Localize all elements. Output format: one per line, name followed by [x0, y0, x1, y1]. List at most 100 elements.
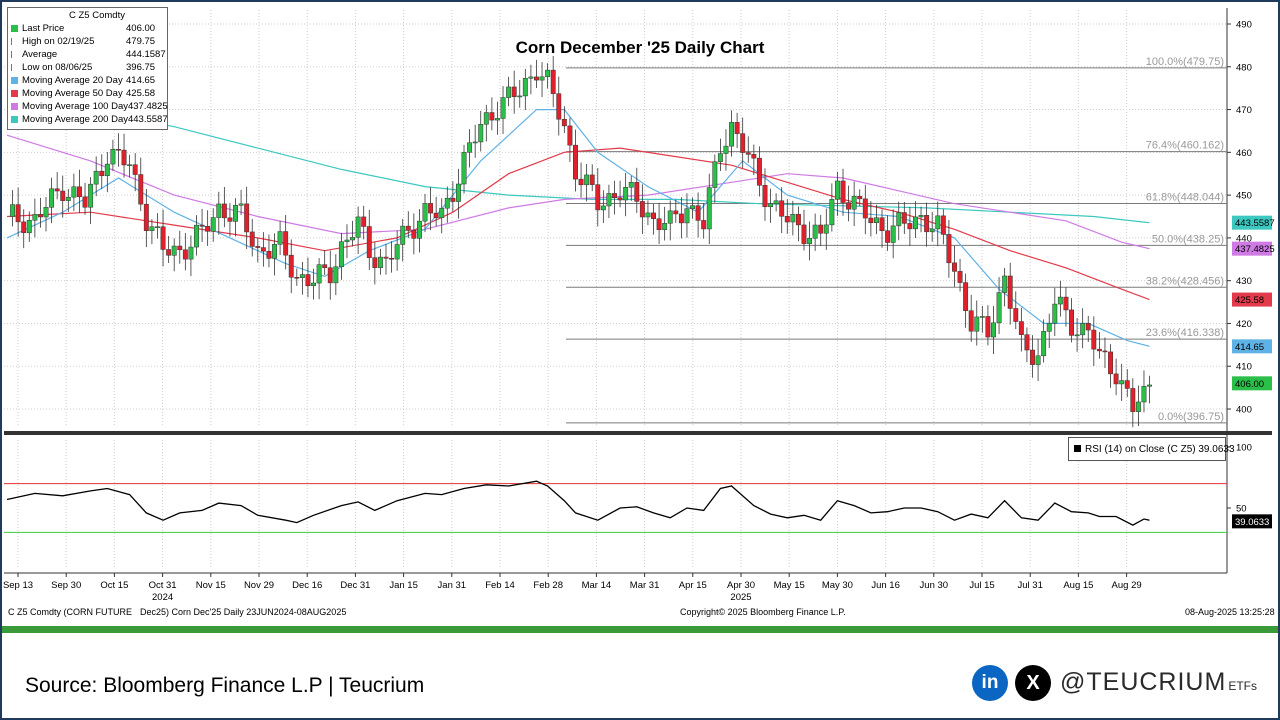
candle-body	[160, 226, 166, 250]
x-tick-label: Aug 29	[1112, 580, 1142, 591]
candle-body	[985, 316, 991, 338]
candle-body	[751, 154, 757, 159]
candle-body	[561, 118, 567, 127]
candle-body	[935, 215, 941, 230]
candle-body	[461, 152, 467, 185]
candle-body	[834, 180, 840, 200]
price-tick-label: 410	[1236, 362, 1252, 373]
candle-body	[573, 144, 578, 180]
candle-body	[77, 186, 82, 198]
linkedin-icon[interactable]: in	[972, 665, 1008, 701]
candle-body	[1124, 380, 1130, 389]
candle-body	[506, 86, 512, 98]
candle-body	[773, 200, 779, 205]
price-tick-label: 400	[1236, 405, 1252, 416]
legend-swatch-icon	[11, 90, 18, 97]
fib-label: 38.2%(428.456)	[1146, 275, 1224, 287]
candle-body	[372, 257, 378, 268]
candle-body	[199, 224, 205, 227]
candle-body	[444, 197, 450, 209]
pane-separator	[4, 431, 1272, 435]
candle-body	[913, 216, 918, 230]
candle-body	[428, 203, 434, 214]
candle-body	[873, 217, 879, 223]
x-tick-label: Dec 16	[292, 580, 322, 591]
candle-body	[467, 142, 473, 153]
candle-body	[104, 163, 110, 177]
candle-body	[528, 76, 534, 79]
candle-body	[1135, 401, 1141, 412]
last-value-tag	[1232, 376, 1272, 391]
legend-value: 414.65	[126, 75, 156, 86]
candle-body	[662, 223, 668, 230]
candle-body	[517, 95, 523, 98]
x-tick-label: May 30	[822, 580, 853, 591]
candle-body	[26, 220, 32, 234]
candle-body	[550, 69, 556, 94]
candle-body	[132, 164, 138, 175]
price-tick-label: 440	[1236, 233, 1252, 244]
candle-body	[1069, 309, 1074, 336]
candle-body	[1080, 323, 1086, 336]
candle-body	[333, 266, 339, 284]
candle-body	[272, 244, 277, 259]
candle-body	[394, 244, 400, 260]
candle-body	[924, 215, 930, 233]
candle-body	[15, 204, 21, 223]
legend-box: C Z5 Comdty Last Price 406.00 High on 02/1…	[7, 7, 168, 130]
candle-body	[266, 250, 272, 259]
price-tick-label: 470	[1236, 105, 1252, 116]
last-value-tag	[1232, 241, 1272, 256]
candle-body	[678, 213, 684, 224]
candle-body	[416, 220, 422, 239]
candle-body	[567, 125, 573, 146]
candle-body	[489, 112, 495, 121]
candle-body	[651, 212, 656, 219]
fib-label: 76.4%(460.162)	[1146, 140, 1224, 152]
x-tick-label: Jun 30	[920, 580, 949, 591]
candle-body	[600, 205, 606, 211]
candle-body	[578, 178, 584, 186]
candle-body	[918, 215, 924, 218]
candle-body	[656, 218, 662, 230]
fib-label: 100.0%(479.75)	[1146, 56, 1224, 68]
candle-body	[963, 282, 969, 311]
candle-body	[623, 187, 629, 201]
ma20-line	[6, 109, 1150, 347]
x-icon[interactable]: X	[1015, 665, 1051, 701]
candle-body	[455, 183, 461, 202]
candle-body	[712, 161, 718, 188]
candle-body	[37, 214, 43, 218]
candle-body	[472, 141, 478, 144]
price-tick-label: 420	[1236, 319, 1252, 330]
candle-body	[149, 226, 155, 231]
candle-body	[322, 264, 328, 268]
footer-copyright: Copyright© 2025 Bloomberg Finance L.P.	[680, 607, 846, 617]
last-value-label: 414.65	[1235, 342, 1264, 353]
x-tick-label: Sep 13	[3, 580, 33, 591]
price-tick-label: 460	[1236, 148, 1252, 159]
legend-header: C Z5 Comdty	[69, 10, 125, 21]
legend-row: High on 02/19/25 479.75	[11, 35, 164, 48]
legend-swatch-icon	[11, 116, 18, 123]
x-tick-label: Mar 31	[630, 580, 660, 591]
ma200-line	[6, 87, 1150, 224]
candle-body	[879, 217, 885, 232]
candle-body	[483, 112, 489, 125]
candle-body	[283, 231, 289, 256]
footer-green-bar	[2, 626, 1278, 633]
candle-body	[734, 122, 740, 134]
candle-body	[612, 193, 617, 198]
last-value-label: 406.00	[1235, 379, 1264, 390]
candle-body	[801, 224, 807, 244]
candle-body	[846, 202, 852, 210]
candle-body	[851, 195, 857, 210]
candle-body	[768, 203, 774, 208]
candle-body	[43, 207, 49, 218]
candle-body	[896, 212, 902, 227]
candle-body	[1085, 323, 1091, 331]
candle-body	[1147, 384, 1152, 387]
candle-body	[383, 256, 389, 259]
candle-body	[1119, 380, 1125, 385]
